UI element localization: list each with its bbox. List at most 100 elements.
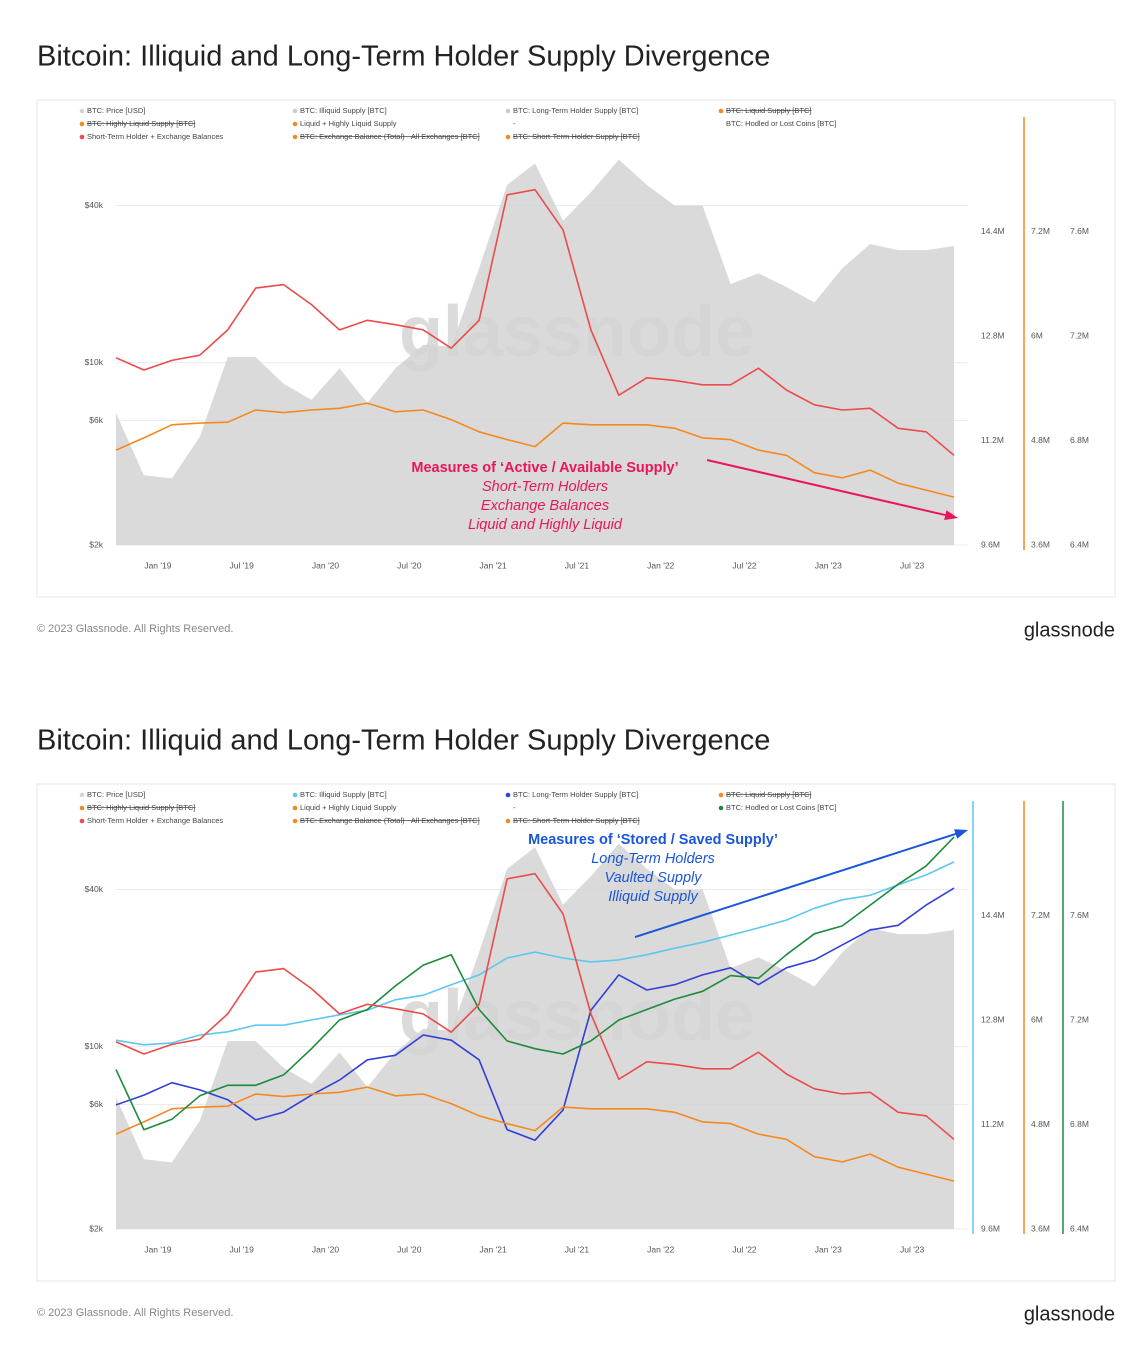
legend-label[interactable]: BTC: Price [USD]: [87, 106, 145, 115]
legend-label[interactable]: BTC: Liquid Supply [BTC]: [726, 106, 811, 115]
y-tick-label: $2k: [89, 1223, 103, 1233]
y-tick-label: 12.8M: [981, 330, 1005, 340]
y-tick-label: 4.8M: [1031, 435, 1050, 445]
x-tick-label: Jan '19: [144, 1244, 171, 1254]
y-tick-label: 6.4M: [1070, 1223, 1089, 1233]
legend-dot[interactable]: [79, 805, 85, 811]
legend-label[interactable]: BTC: Exchange Balance (Total) - All Exch…: [300, 132, 480, 141]
legend-dot[interactable]: [79, 134, 85, 140]
legend-label[interactable]: -: [513, 119, 516, 128]
legend-label[interactable]: BTC: Highly Liquid Supply [BTC]: [87, 119, 195, 128]
legend-dot[interactable]: [505, 792, 511, 798]
legend-label[interactable]: BTC: Liquid Supply [BTC]: [726, 790, 811, 799]
series-line: [115, 872, 955, 1140]
legend-dot[interactable]: [505, 108, 511, 114]
legend-label[interactable]: Liquid + Highly Liquid Supply: [300, 803, 397, 812]
chart-panel: Bitcoin: Illiquid and Long-Term Holder S…: [36, 41, 1116, 641]
annotation-line: Exchange Balances: [481, 498, 609, 514]
legend-label[interactable]: BTC: Exchange Balance (Total) - All Exch…: [300, 816, 480, 825]
x-tick-label: Jul '21: [565, 560, 590, 570]
legend-dot[interactable]: [718, 108, 724, 114]
annotation-arrow: [634, 833, 956, 938]
annotation-line: Liquid and Highly Liquid: [468, 517, 623, 533]
legend-dot[interactable]: [505, 818, 511, 824]
legend-dot[interactable]: [292, 792, 298, 798]
legend-dot[interactable]: [292, 134, 298, 140]
y-tick-label: 11.2M: [981, 435, 1004, 445]
legend-dot[interactable]: [505, 134, 511, 140]
y-tick-label: 9.6M: [981, 539, 1000, 549]
y-tick-label: 7.2M: [1070, 330, 1089, 340]
y-tick-label: 12.8M: [981, 1014, 1005, 1024]
x-tick-label: Jan '20: [312, 560, 339, 570]
legend-label[interactable]: BTC: Price [USD]: [87, 790, 145, 799]
footer-text: © 2023 Glassnode. All Rights Reserved.: [37, 623, 233, 635]
y-tick-label: 7.6M: [1070, 910, 1089, 920]
legend-label[interactable]: BTC: Illiquid Supply [BTC]: [300, 790, 387, 799]
y-tick-label: 6.8M: [1070, 435, 1089, 445]
x-tick-label: Jul '19: [230, 1244, 255, 1254]
legend-label[interactable]: BTC: Short-Term Holder Supply [BTC]: [513, 816, 640, 825]
y-tick-label: 7.2M: [1031, 910, 1050, 920]
chart-title: Bitcoin: Illiquid and Long-Term Holder S…: [37, 41, 770, 73]
x-tick-label: Jan '23: [815, 560, 842, 570]
annotation-title: Measures of ‘Active / Available Supply’: [411, 460, 678, 476]
y-tick-label: 4.8M: [1031, 1119, 1050, 1129]
y-tick-label: $10k: [85, 1041, 104, 1051]
legend-dot[interactable]: [718, 792, 724, 798]
legend-dot[interactable]: [292, 818, 298, 824]
legend-label[interactable]: BTC: Illiquid Supply [BTC]: [300, 106, 387, 115]
legend-dot[interactable]: [718, 805, 724, 811]
x-tick-label: Jan '20: [312, 1244, 339, 1254]
x-tick-label: Jul '22: [732, 1244, 757, 1254]
series-line: [115, 836, 955, 1131]
y-tick-label: 7.2M: [1070, 1014, 1089, 1024]
y-tick-label: $6k: [89, 1099, 103, 1109]
legend-dot[interactable]: [79, 121, 85, 127]
legend-dot[interactable]: [79, 818, 85, 824]
legend-label[interactable]: BTC: Short-Term Holder Supply [BTC]: [513, 132, 640, 141]
legend-label[interactable]: Short-Term Holder + Exchange Balances: [87, 816, 223, 825]
x-tick-label: Jan '22: [647, 1244, 674, 1254]
x-tick-label: Jul '23: [900, 1244, 925, 1254]
legend-dot[interactable]: [79, 108, 85, 114]
legend-label[interactable]: -: [513, 803, 516, 812]
legend-label[interactable]: BTC: Highly Liquid Supply [BTC]: [87, 803, 195, 812]
y-tick-label: 6M: [1031, 330, 1043, 340]
x-tick-label: Jul '20: [397, 560, 422, 570]
y-tick-label: $2k: [89, 539, 103, 549]
x-tick-label: Jul '22: [732, 560, 757, 570]
annotation-line: Illiquid Supply: [608, 889, 698, 905]
legend-dot[interactable]: [79, 792, 85, 798]
y-tick-label: 7.2M: [1031, 226, 1050, 236]
y-tick-label: $40k: [85, 884, 104, 894]
x-tick-label: Jul '20: [397, 1244, 422, 1254]
annotation-arrow: [706, 459, 946, 517]
annotation-arrowhead: [944, 510, 958, 520]
legend-dot[interactable]: [292, 108, 298, 114]
legend-label[interactable]: BTC: Long-Term Holder Supply [BTC]: [513, 790, 638, 799]
y-tick-label: 6M: [1031, 1014, 1043, 1024]
series-line: [115, 188, 955, 456]
legend-label[interactable]: Short-Term Holder + Exchange Balances: [87, 132, 223, 141]
y-tick-label: 6.4M: [1070, 539, 1089, 549]
series-line: [115, 887, 955, 1141]
legend-label[interactable]: BTC: Long-Term Holder Supply [BTC]: [513, 106, 638, 115]
price-area: [116, 159, 954, 545]
y-tick-label: $40k: [85, 200, 104, 210]
brand-logo: glassnode: [1024, 1303, 1115, 1325]
series-line: [115, 861, 955, 1046]
x-tick-label: Jan '21: [480, 1244, 507, 1254]
y-tick-label: 3.6M: [1031, 1223, 1050, 1233]
series-line: [115, 1086, 955, 1182]
legend-label[interactable]: BTC: Hodled or Lost Coins [BTC]: [726, 119, 836, 128]
price-area: [116, 843, 954, 1229]
legend-dot[interactable]: [292, 121, 298, 127]
y-tick-label: 14.4M: [981, 226, 1005, 236]
legend-label[interactable]: Liquid + Highly Liquid Supply: [300, 119, 397, 128]
legend-label[interactable]: BTC: Hodled or Lost Coins [BTC]: [726, 803, 836, 812]
y-tick-label: 11.2M: [981, 1119, 1004, 1129]
legend-dot[interactable]: [292, 805, 298, 811]
y-tick-label: 7.6M: [1070, 226, 1089, 236]
